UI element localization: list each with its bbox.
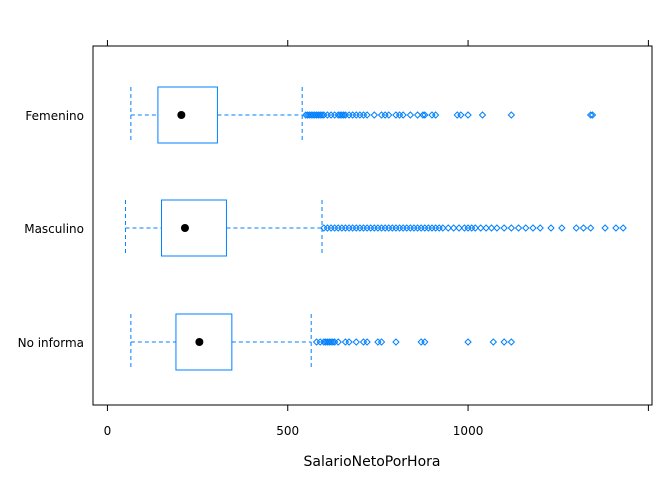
outlier-point xyxy=(558,224,566,232)
outlier-point xyxy=(547,224,555,232)
x-axis-title: SalarioNetoPorHora xyxy=(304,454,441,470)
outlier-point xyxy=(406,111,415,119)
x-axis-tick-labels: 0 500 1000 xyxy=(104,424,484,438)
outlier-point xyxy=(579,224,588,232)
x-tick-label: 500 xyxy=(276,424,299,438)
outlier-point xyxy=(487,224,496,232)
median-point xyxy=(195,338,204,346)
outlier-point xyxy=(399,111,407,119)
outlier-point xyxy=(586,111,595,119)
outlier-point xyxy=(339,111,348,119)
outlier-point xyxy=(421,111,429,119)
outlier-point xyxy=(457,111,465,119)
outlier-point xyxy=(500,224,508,232)
outlier-point xyxy=(572,224,580,232)
outlier-point xyxy=(455,224,463,232)
plot-frame xyxy=(92,45,653,406)
outlier-point xyxy=(318,111,326,119)
outlier-point xyxy=(507,224,516,232)
outlier-point xyxy=(444,224,452,232)
outlier-point xyxy=(464,338,472,346)
outlier-point xyxy=(489,338,498,346)
median-point xyxy=(180,224,189,232)
outlier-point xyxy=(482,224,490,232)
category-label: No informa xyxy=(18,336,84,350)
x-axis-bottom-ticks xyxy=(106,405,649,411)
outlier-point xyxy=(439,224,447,232)
outlier-point xyxy=(377,338,386,346)
x-axis-top-ticks xyxy=(106,40,649,46)
outlier-point xyxy=(478,111,487,119)
outlier-point xyxy=(385,111,393,119)
category-label: Femenino xyxy=(25,109,84,123)
box-group xyxy=(130,313,516,371)
outlier-point xyxy=(522,224,530,232)
outlier-point xyxy=(507,111,516,119)
outlier-point xyxy=(588,111,597,119)
x-tick-label: 1000 xyxy=(453,424,484,438)
median-point xyxy=(177,111,186,119)
category-labels: Femenino Masculino No informa xyxy=(18,109,84,350)
outlier-point xyxy=(352,338,360,346)
iqr-box xyxy=(157,86,218,144)
outlier-point xyxy=(612,224,620,232)
outlier-point xyxy=(421,338,429,346)
iqr-box xyxy=(161,199,227,257)
outlier-point xyxy=(363,111,371,119)
outlier-point xyxy=(345,338,353,346)
outlier-point xyxy=(471,224,479,232)
outlier-point xyxy=(601,224,609,232)
box-group xyxy=(130,86,597,144)
outlier-point xyxy=(431,111,440,119)
box-group xyxy=(124,199,627,257)
x-tick-label: 0 xyxy=(104,424,112,438)
outlier-point xyxy=(334,338,342,346)
outlier-point xyxy=(370,111,379,119)
outlier-point xyxy=(329,338,337,346)
outlier-point xyxy=(476,224,485,232)
outlier-point xyxy=(500,338,508,346)
outlier-point xyxy=(536,224,544,232)
outlier-point xyxy=(392,338,400,346)
outlier-point xyxy=(449,224,458,232)
category-label: Masculino xyxy=(24,222,84,236)
outlier-point xyxy=(514,224,523,232)
outlier-point xyxy=(413,111,422,119)
outlier-point xyxy=(363,338,371,346)
outlier-point xyxy=(507,338,516,346)
outlier-point xyxy=(619,224,627,232)
outlier-point xyxy=(529,224,537,232)
outlier-point xyxy=(586,224,595,232)
box-series xyxy=(124,86,627,371)
iqr-box xyxy=(175,313,233,371)
outlier-point xyxy=(419,111,427,119)
outlier-point xyxy=(493,224,501,232)
outlier-point xyxy=(464,111,472,119)
